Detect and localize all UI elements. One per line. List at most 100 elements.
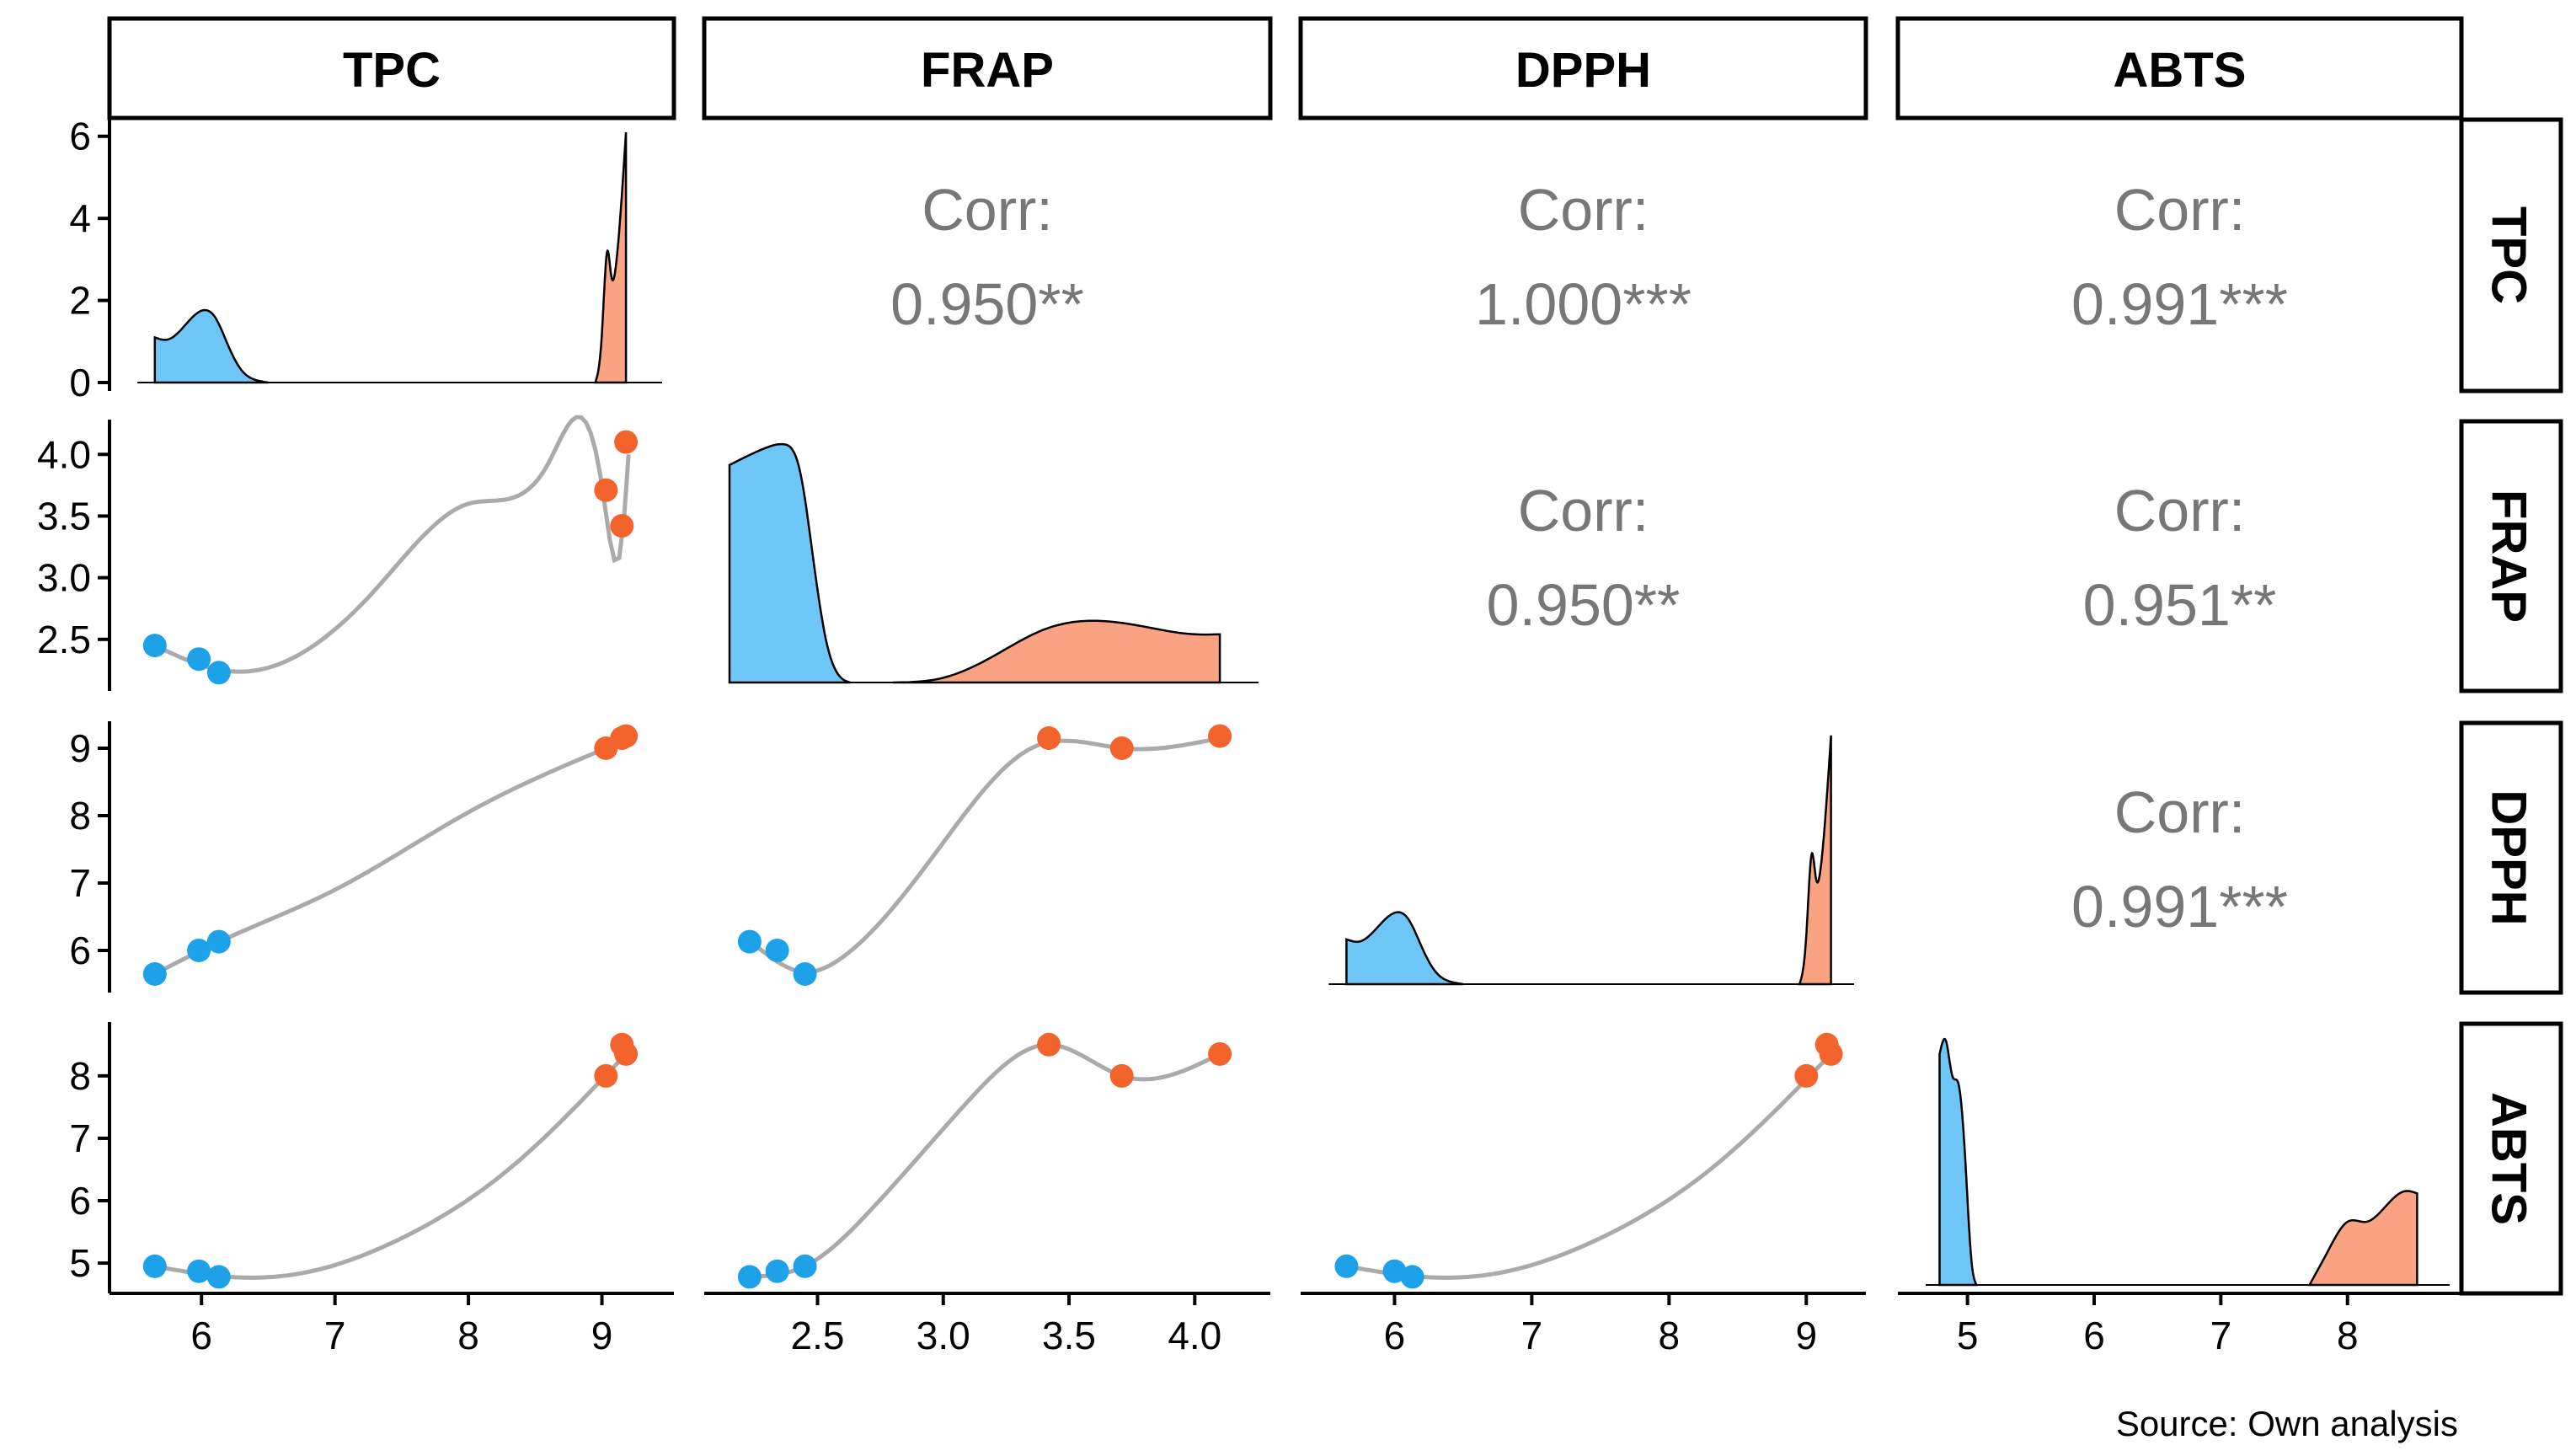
density-area-group2 — [593, 131, 628, 384]
y-tick-label: 6 — [69, 1179, 91, 1223]
y-tick-label: 3.0 — [37, 556, 91, 600]
y-tick-label: 0 — [69, 361, 91, 404]
panel-frap-abts: Corr: 0.951** — [2083, 478, 2277, 638]
data-point — [1037, 726, 1061, 750]
y-tick-label: 4 — [69, 196, 91, 240]
smooth-line — [748, 736, 1221, 975]
y-tick-label: 8 — [69, 1054, 91, 1098]
strip-top-label-tpc: TPC — [343, 43, 441, 98]
data-point — [206, 661, 231, 685]
x-tick-label: 7 — [1521, 1314, 1543, 1357]
data-point — [206, 929, 231, 954]
smooth-line — [154, 1052, 628, 1280]
x-tick-label: 5 — [1957, 1314, 1979, 1357]
density-area-group1 — [1345, 911, 1464, 986]
smooth-line — [153, 415, 631, 674]
data-point — [1109, 736, 1134, 760]
strip-top-tpc — [107, 16, 676, 120]
strip-top-abts — [1895, 16, 2464, 120]
strip-top-label-abts: ABTS — [2114, 43, 2247, 98]
corr-label: Corr: — [2114, 177, 2246, 243]
data-point — [1208, 724, 1232, 748]
data-point — [765, 939, 789, 962]
panel-dpph-tpc — [142, 724, 639, 986]
corr-value: 0.950** — [890, 271, 1084, 337]
data-point — [1037, 1032, 1061, 1057]
smooth-line — [153, 738, 628, 977]
x-tick-label: 3.5 — [1042, 1314, 1096, 1357]
data-point — [187, 647, 211, 672]
x-tick-label: 2.5 — [791, 1314, 845, 1357]
data-point — [765, 1259, 789, 1283]
data-point — [1794, 1063, 1819, 1088]
panel-tpc-tpc — [137, 131, 662, 384]
density-area-group1 — [728, 442, 851, 684]
y-tick-label: 7 — [69, 1116, 91, 1160]
x-tick-label: 3.0 — [917, 1314, 970, 1357]
strip-right-abts — [2459, 1021, 2563, 1296]
data-point — [610, 514, 634, 538]
y-tick-label: 8 — [69, 794, 91, 838]
panel-frap-frap — [728, 442, 1259, 684]
data-point — [1334, 1254, 1359, 1278]
strip-right-label-abts: ABTS — [2482, 1092, 2536, 1225]
data-point — [1819, 1041, 1843, 1066]
data-point — [187, 939, 211, 962]
panel-abts-tpc — [142, 1032, 639, 1289]
y-tick-label: 4.0 — [37, 432, 91, 476]
panel-frap-dpph: Corr: 0.950** — [1487, 478, 1681, 638]
panel-abts-dpph — [1334, 1032, 1843, 1289]
x-tick-label: 6 — [1384, 1314, 1406, 1357]
smooth-line — [749, 1042, 1221, 1279]
x-tick-label: 8 — [457, 1314, 479, 1357]
x-tick-label: 9 — [591, 1314, 613, 1357]
density-area-group1 — [153, 308, 269, 384]
density-area-group2 — [1798, 735, 1832, 986]
x-tick-label: 8 — [1659, 1314, 1681, 1357]
x-tick-label: 8 — [2337, 1314, 2359, 1357]
x-tick-label: 6 — [190, 1314, 212, 1357]
panel-tpc-dpph: Corr: 1.000*** — [1475, 177, 1692, 337]
y-tick-label: 3.5 — [37, 494, 91, 538]
panel-tpc-frap: Corr: 0.950** — [890, 177, 1084, 337]
strip-top-label-dpph: DPPH — [1515, 43, 1651, 98]
strip-right-label-frap: FRAP — [2482, 490, 2536, 623]
panel-abts-frap — [737, 1032, 1232, 1289]
data-point — [1208, 1041, 1232, 1066]
panel-dpph-abts: Corr: 0.991*** — [2071, 779, 2288, 939]
corr-label: Corr: — [1518, 478, 1649, 543]
smooth-line — [1345, 1052, 1833, 1280]
y-tick-label: 5 — [69, 1241, 91, 1285]
density-area-group2 — [892, 619, 1221, 684]
data-point — [737, 1265, 762, 1289]
panel-abts-abts — [1926, 1037, 2450, 1287]
strip-right-label-dpph: DPPH — [2482, 790, 2536, 925]
strip-right-frap — [2459, 419, 2563, 693]
data-point — [142, 1254, 167, 1278]
data-point — [142, 634, 167, 658]
corr-value: 0.991*** — [2071, 874, 2288, 939]
strip-top-dpph — [1298, 16, 1868, 120]
data-point — [793, 1254, 817, 1278]
panel-frap-tpc — [142, 415, 639, 685]
corr-label: Corr: — [2114, 779, 2246, 845]
data-point — [187, 1259, 211, 1283]
panel-dpph-dpph — [1328, 735, 1854, 986]
y-tick-label: 2.5 — [37, 618, 91, 661]
corr-value: 0.951** — [2083, 572, 2277, 638]
y-tick-label: 7 — [69, 861, 91, 905]
strip-right-dpph — [2459, 720, 2563, 995]
x-tick-label: 9 — [1795, 1314, 1817, 1357]
data-point — [793, 962, 817, 986]
y-tick-label: 6 — [69, 115, 91, 158]
data-point — [1382, 1259, 1407, 1283]
strip-right-label-tpc: TPC — [2482, 206, 2536, 304]
data-point — [1400, 1265, 1424, 1289]
corr-value: 1.000*** — [1475, 271, 1692, 337]
corr-label: Corr: — [1518, 177, 1649, 243]
panel-tpc-abts: Corr: 0.991*** — [2071, 177, 2288, 337]
data-point — [206, 1265, 231, 1289]
y-tick-label: 2 — [69, 279, 91, 323]
data-point — [594, 1063, 618, 1088]
